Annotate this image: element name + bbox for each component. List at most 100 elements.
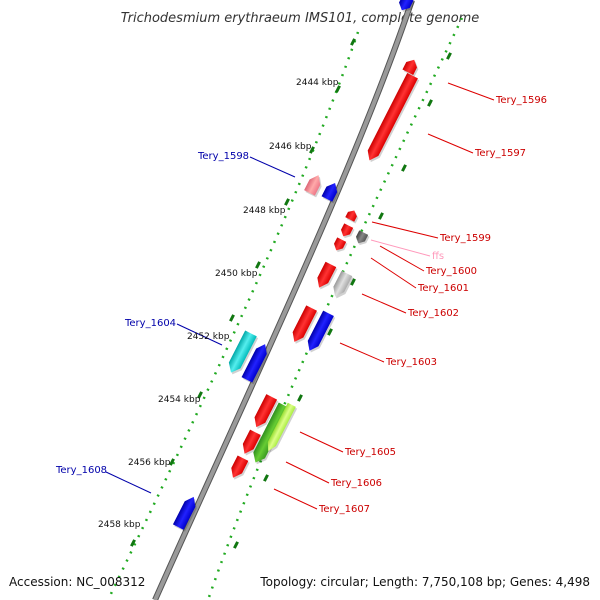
position-label: 2458 kbp <box>98 520 141 530</box>
position-label: 2448 kbp <box>243 206 286 216</box>
gene-arrow-top-partial[interactable] <box>396 0 415 15</box>
gene-arrow-tery-1597-body <box>367 72 418 161</box>
accession-text: Accession: NC_008312 <box>9 575 145 589</box>
gene-label-rna[interactable]: ffs <box>432 251 444 262</box>
leader-line <box>285 461 330 484</box>
gc-tick <box>350 38 356 46</box>
gene-arrow-lime-body <box>267 402 296 452</box>
gene-arrow-tery-1603[interactable] <box>304 310 336 356</box>
gene-arrow-tery-1603a[interactable] <box>289 305 319 346</box>
gene-arrow-tery-1606[interactable] <box>239 429 263 459</box>
gene-arrow-tery-1606-body <box>242 429 261 454</box>
gene-label[interactable]: Tery_1605 <box>344 447 396 458</box>
gene-label[interactable]: Tery_1608 <box>55 465 107 476</box>
gc-tick <box>309 146 315 154</box>
gc-tick <box>297 394 303 402</box>
gene-arrow-tery-1608[interactable] <box>172 494 200 532</box>
gene-arrow-tery-1605-body <box>254 394 278 428</box>
leader-line <box>273 488 318 510</box>
leader-line <box>299 431 344 453</box>
gc-tick <box>327 328 333 336</box>
gene-label[interactable]: Tery_1604 <box>124 318 176 329</box>
gc-tick <box>130 539 136 547</box>
gc-tick <box>263 474 269 482</box>
gene-arrow-small-2[interactable] <box>331 237 348 254</box>
leader-line <box>379 245 425 272</box>
gc-tick <box>446 52 452 60</box>
gene-arrow-tery-1598-pink-body <box>304 175 321 196</box>
gc-tick <box>350 278 356 286</box>
gene-arrow-tery-1604-cyan[interactable] <box>225 330 259 377</box>
genome-summary-text: Topology: circular; Length: 7,750,108 bp… <box>259 575 590 589</box>
leader-line <box>370 257 417 289</box>
gene-arrow-small-1[interactable] <box>338 223 355 240</box>
gene-arrow-tery-1596[interactable] <box>402 57 421 77</box>
position-label: 2452 kbp <box>187 332 230 342</box>
gene-label[interactable]: Tery_1597 <box>474 148 526 159</box>
gene-arrow-tery-1598-body <box>321 182 338 202</box>
gene-arrow-tery-1607[interactable] <box>227 455 250 482</box>
position-labels: 2444 kbp 2446 kbp 2448 kbp 2450 kbp 2452… <box>98 78 339 530</box>
gene-arrow-top-partial-body <box>399 0 414 11</box>
gene-arrow-tery-1603a-body <box>292 305 317 342</box>
gene-labels-left: Tery_1598 Tery_1604 Tery_1608 <box>55 151 249 476</box>
gene-label[interactable]: Tery_1598 <box>197 151 249 162</box>
gc-content-tracks <box>106 17 464 600</box>
gene-arrow-tery-1607-body <box>231 455 249 478</box>
gene-arrow-tery-1596-body <box>402 59 417 75</box>
gene-arrow-tery-1608-body <box>172 496 196 530</box>
gene-arrow-tery-1601[interactable] <box>313 261 338 292</box>
gc-tick <box>427 99 433 107</box>
gene-label[interactable]: Tery_1602 <box>407 308 459 319</box>
gene-arrow-tery-1599[interactable] <box>345 208 361 224</box>
gc-tick <box>233 541 239 549</box>
leader-line <box>371 221 439 239</box>
gene-arrow-tery-1602[interactable] <box>329 270 354 301</box>
gene-arrow-tery-1600-body <box>356 230 369 244</box>
gene-label[interactable]: Tery_1601 <box>417 283 469 294</box>
gene-label[interactable]: Tery_1606 <box>330 478 382 489</box>
gc-track-outer <box>106 31 360 600</box>
gene-arrow-tery-1597[interactable] <box>364 72 420 165</box>
leader-line <box>370 239 431 257</box>
gene-arrow-tery-1603-body <box>307 310 334 351</box>
position-label: 2456 kbp <box>128 458 171 468</box>
gene-arrow-small-1-body <box>341 223 354 237</box>
gene-features <box>172 0 421 532</box>
gene-label[interactable]: Tery_1600 <box>425 266 477 277</box>
gc-tick <box>335 85 341 93</box>
gc-tick <box>197 391 203 399</box>
gc-tick <box>229 314 235 322</box>
position-label: 2446 kbp <box>269 142 312 152</box>
leader-line <box>427 133 474 154</box>
gene-arrow-tery-1602-body <box>333 270 353 297</box>
leader-line <box>339 342 385 363</box>
position-label: 2450 kbp <box>215 269 258 279</box>
gene-arrow-tery-1598[interactable] <box>321 180 342 204</box>
genome-backbone <box>153 0 414 600</box>
gene-label[interactable]: Tery_1599 <box>439 233 491 244</box>
gene-arrow-tery-1598-pink[interactable] <box>304 172 326 198</box>
position-label: 2454 kbp <box>158 395 201 405</box>
gc-tick <box>378 212 384 220</box>
gene-label[interactable]: Tery_1607 <box>318 504 370 515</box>
label-leader-lines <box>105 82 495 510</box>
gene-arrow-tery-1605[interactable] <box>250 394 279 432</box>
gene-label[interactable]: Tery_1596 <box>495 95 547 106</box>
gc-tick <box>169 458 175 466</box>
gc-tick <box>284 198 290 206</box>
gene-label[interactable]: Tery_1603 <box>385 357 437 368</box>
gene-arrow-tery-1604[interactable] <box>241 341 272 385</box>
gc-tick <box>255 261 261 269</box>
gene-arrow-tery-1600[interactable] <box>353 230 370 247</box>
map-title: Trichodesmium erythraeum IMS101, complet… <box>121 11 480 26</box>
gc-tick <box>401 164 407 172</box>
gene-arrow-tery-1604-body <box>241 344 267 383</box>
leader-line <box>176 323 223 346</box>
gene-arrow-lime[interactable] <box>264 402 298 455</box>
leader-line <box>249 156 296 178</box>
gc-skew-ticks <box>130 38 452 549</box>
leader-line <box>105 471 152 494</box>
